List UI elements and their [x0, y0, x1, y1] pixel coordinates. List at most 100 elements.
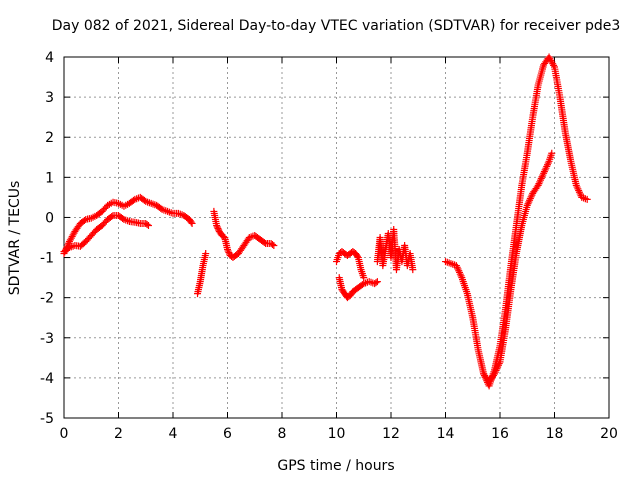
x-tick-label: 18 — [546, 426, 564, 442]
data-point-marker — [537, 174, 545, 182]
data-point-marker — [494, 363, 502, 371]
data-point-marker — [526, 196, 534, 204]
y-tick-label: 3 — [45, 90, 54, 106]
series-segment — [60, 211, 151, 256]
x-tick-label: 0 — [60, 426, 69, 442]
x-tick-label: 2 — [114, 426, 123, 442]
data-point-marker — [540, 169, 548, 177]
chart-title: Day 082 of 2021, Sidereal Day-to-day VTE… — [52, 18, 621, 34]
data-point-marker — [119, 214, 127, 222]
data-point-marker — [536, 178, 544, 186]
data-point-marker — [543, 161, 551, 169]
data-point-marker — [494, 361, 502, 369]
data-point-marker — [491, 370, 499, 378]
series-segment — [60, 193, 195, 258]
data-point-marker — [187, 218, 195, 226]
data-point-marker — [143, 220, 151, 228]
data-point-marker — [491, 368, 499, 376]
data-point-marker — [525, 198, 533, 206]
y-tick-label: 4 — [45, 50, 54, 66]
y-tick-label: 1 — [45, 170, 54, 186]
plot-frame — [63, 56, 610, 419]
data-point-marker — [188, 219, 196, 227]
data-point-marker — [270, 242, 278, 250]
series-segment — [194, 252, 209, 298]
data-point-marker — [535, 180, 543, 188]
data-point-marker — [373, 278, 381, 286]
data-point-marker — [372, 279, 380, 287]
data-point-marker — [457, 272, 465, 280]
y-tick-label: -3 — [40, 331, 54, 347]
series-segment — [480, 151, 555, 386]
data-point-marker — [224, 246, 231, 254]
data-point-marker — [455, 267, 463, 275]
data-point-marker — [536, 176, 544, 184]
x-tick-label: 12 — [382, 426, 400, 442]
gridlines — [64, 57, 609, 418]
x-tick-label: 6 — [223, 426, 232, 442]
data-point-marker — [213, 221, 221, 229]
data-point-marker — [358, 281, 366, 289]
data-point-marker — [523, 201, 531, 209]
data-point-marker — [574, 185, 582, 193]
data-point-marker — [538, 173, 546, 181]
data-point-marker — [539, 171, 547, 179]
data-point-marker — [353, 252, 361, 260]
data-point-marker — [144, 221, 152, 229]
series-segment — [442, 53, 589, 390]
data-point-marker — [492, 366, 500, 374]
data-point-marker — [575, 187, 583, 195]
x-tick-label: 20 — [600, 426, 618, 442]
data-point-marker — [575, 188, 583, 196]
data-point-marker — [583, 195, 591, 203]
series-segment — [210, 207, 276, 262]
data-point-marker — [140, 196, 148, 204]
data-points — [60, 53, 591, 390]
data-point-marker — [453, 263, 461, 271]
y-tick-label: -2 — [40, 291, 54, 307]
data-point-marker — [495, 360, 503, 368]
data-point-marker — [202, 250, 210, 258]
x-tick-label: 10 — [328, 426, 346, 442]
data-point-marker — [550, 61, 558, 69]
data-point-marker — [534, 181, 542, 189]
series-segment — [333, 248, 367, 280]
series-segment — [373, 225, 416, 274]
series-segment — [335, 274, 380, 302]
x-axis-label: GPS time / hours — [277, 458, 394, 474]
data-point-marker — [544, 159, 552, 167]
data-point-marker — [214, 224, 222, 232]
data-point-marker — [548, 149, 556, 157]
data-point-marker — [541, 166, 549, 174]
y-tick-label: -4 — [40, 371, 54, 387]
data-point-marker — [576, 190, 584, 198]
data-point-marker — [80, 216, 88, 224]
data-point-marker — [225, 249, 233, 257]
data-point-marker — [542, 164, 550, 172]
data-point-marker — [213, 223, 221, 231]
data-point-marker — [452, 262, 460, 270]
x-tick-label: 16 — [491, 426, 509, 442]
data-point-marker — [456, 268, 464, 276]
y-tick-label: 0 — [45, 210, 54, 226]
data-point-marker — [157, 204, 165, 212]
data-point-marker — [526, 195, 534, 203]
data-point-marker — [409, 266, 417, 274]
data-point-marker — [224, 247, 232, 255]
data-point-marker — [493, 365, 501, 373]
y-tick-label: -5 — [40, 411, 54, 427]
data-point-marker — [456, 270, 464, 278]
data-point-marker — [540, 168, 548, 176]
data-point-marker — [64, 245, 72, 253]
data-point-marker — [454, 265, 462, 273]
data-point-marker — [581, 195, 589, 203]
data-point-marker — [524, 200, 532, 208]
x-tick-label: 8 — [278, 426, 287, 442]
y-axis-label: SDTVAR / TECUs — [7, 181, 23, 296]
y-tick-label: -1 — [40, 251, 54, 267]
data-point-marker — [573, 183, 581, 191]
x-tick-label: 4 — [169, 426, 178, 442]
data-point-marker — [360, 274, 368, 282]
